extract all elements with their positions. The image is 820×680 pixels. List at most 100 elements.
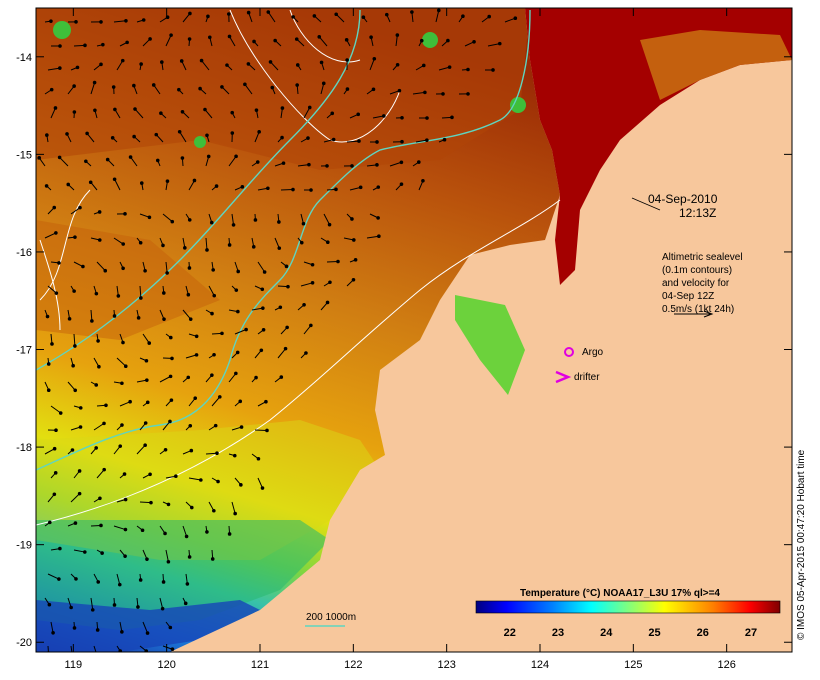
- velocity-arrow-head: [57, 577, 61, 581]
- velocity-arrow-head: [400, 115, 404, 120]
- velocity-arrow-head: [350, 217, 354, 221]
- velocity-arrow-head: [125, 40, 129, 45]
- velocity-arrow-head: [148, 37, 152, 41]
- velocity-arrow-head: [170, 647, 175, 652]
- velocity-arrow-head: [244, 327, 248, 332]
- velocity-arrow-head: [295, 63, 300, 67]
- velocity-arrow-head: [423, 90, 427, 95]
- velocity-arrow-head: [58, 411, 63, 415]
- velocity-arrow: [116, 60, 124, 71]
- velocity-arrow-head: [203, 107, 207, 112]
- velocity-arrow-head: [180, 109, 185, 114]
- velocity-arrow: [205, 452, 218, 455]
- velocity-arrow-head: [279, 375, 284, 379]
- velocity-arrow: [50, 107, 56, 119]
- velocity-arrow-head: [395, 62, 400, 67]
- velocity-arrow-head: [217, 395, 222, 399]
- velocity-arrow-head: [57, 155, 62, 160]
- velocity-arrow: [303, 107, 311, 119]
- velocity-arrow: [182, 13, 191, 23]
- velocity-arrow-head: [283, 346, 288, 351]
- velocity-arrow-head: [123, 554, 127, 558]
- velocity-arrow-head: [325, 164, 329, 168]
- drifter-marker: [555, 370, 572, 384]
- velocity-arrow-head: [72, 626, 77, 630]
- velocity-arrow-head: [128, 155, 133, 159]
- velocity-arrow: [153, 84, 161, 95]
- velocity-arrow-head: [417, 160, 421, 164]
- velocity-arrow-head: [73, 388, 78, 393]
- velocity-arrow-head: [145, 400, 150, 405]
- velocity-arrow-head: [136, 605, 140, 609]
- velocity-arrow-head: [53, 106, 58, 110]
- velocity-arrow-head: [230, 131, 235, 135]
- velocity-arrow-head: [257, 130, 261, 134]
- velocity-arrow-head: [174, 474, 178, 479]
- velocity-arrow-head: [227, 532, 232, 536]
- argo-marker: [564, 347, 574, 357]
- velocity-arrow: [119, 401, 131, 407]
- velocity-arrow-head: [155, 158, 160, 163]
- velocity-arrow-head: [160, 606, 165, 611]
- velocity-arrow: [73, 333, 76, 347]
- velocity-arrow-head: [497, 41, 502, 46]
- velocity-arrow-head: [188, 317, 193, 321]
- velocity-arrow-head: [148, 472, 152, 477]
- colorbar-tick-label: 26: [697, 627, 709, 639]
- velocity-arrow: [335, 13, 345, 23]
- velocity-arrow-head: [295, 83, 299, 87]
- scale-arrow-head: [703, 310, 714, 318]
- velocity-arrow: [130, 156, 138, 167]
- velocity-arrow-head: [75, 65, 80, 70]
- velocity-arrow-head: [513, 16, 518, 20]
- velocity-arrow: [435, 10, 440, 23]
- velocity-arrow: [208, 285, 215, 296]
- velocity-arrow: [234, 329, 247, 335]
- velocity-arrow: [300, 282, 313, 287]
- velocity-arrow-head: [49, 19, 53, 23]
- velocity-arrow: [59, 157, 69, 167]
- velocity-arrow-head: [159, 111, 163, 116]
- velocity-arrow-head: [57, 261, 61, 265]
- velocity-arrow-head: [310, 262, 315, 267]
- velocity-arrow-head: [266, 10, 271, 14]
- velocity-arrow-head: [83, 43, 87, 48]
- velocity-arrow-head: [294, 37, 299, 41]
- velocity-arrow-head: [120, 423, 124, 427]
- velocity-arrow-head: [154, 132, 159, 137]
- velocity-arrow-head: [73, 344, 77, 348]
- colorbar: [475, 600, 781, 614]
- velocity-arrow: [229, 36, 236, 47]
- velocity-arrow-head: [103, 268, 108, 273]
- velocity-arrow-head: [334, 12, 338, 17]
- velocity-arrow-head: [234, 371, 238, 376]
- velocity-arrow-head: [111, 85, 116, 89]
- velocity-arrow-head: [110, 136, 115, 140]
- velocity-arrow-head: [356, 112, 361, 117]
- velocity-arrow: [323, 213, 330, 225]
- velocity-arrow-head: [345, 87, 350, 91]
- velocity-arrow-head: [48, 520, 52, 525]
- date-label: 04-Sep-2010: [648, 192, 718, 206]
- altimetry-note: Altimetric sealevel (0.1m contours) and …: [662, 252, 743, 315]
- velocity-arrow-head: [376, 216, 380, 220]
- velocity-arrow: [96, 469, 105, 479]
- velocity-arrow-head: [450, 115, 454, 120]
- velocity-arrow: [90, 309, 93, 322]
- velocity-arrow-head: [168, 625, 173, 630]
- velocity-arrow: [113, 20, 126, 23]
- velocity-arrow: [211, 396, 221, 407]
- velocity-arrow-head: [161, 243, 165, 248]
- velocity-arrow-head: [85, 131, 89, 136]
- velocity-arrow-head: [399, 160, 404, 165]
- velocity-arrow-head: [441, 92, 445, 96]
- velocity-arrow-head: [140, 528, 145, 533]
- velocity-arrow: [257, 261, 266, 273]
- velocity-arrow-head: [145, 557, 149, 561]
- velocity-arrow-head: [330, 111, 335, 116]
- velocity-arrow-head: [118, 444, 123, 448]
- velocity-arrow-head: [226, 12, 231, 16]
- velocity-arrow-head: [54, 428, 58, 433]
- velocity-arrow-head: [165, 179, 170, 183]
- velocity-arrow-head: [144, 649, 149, 652]
